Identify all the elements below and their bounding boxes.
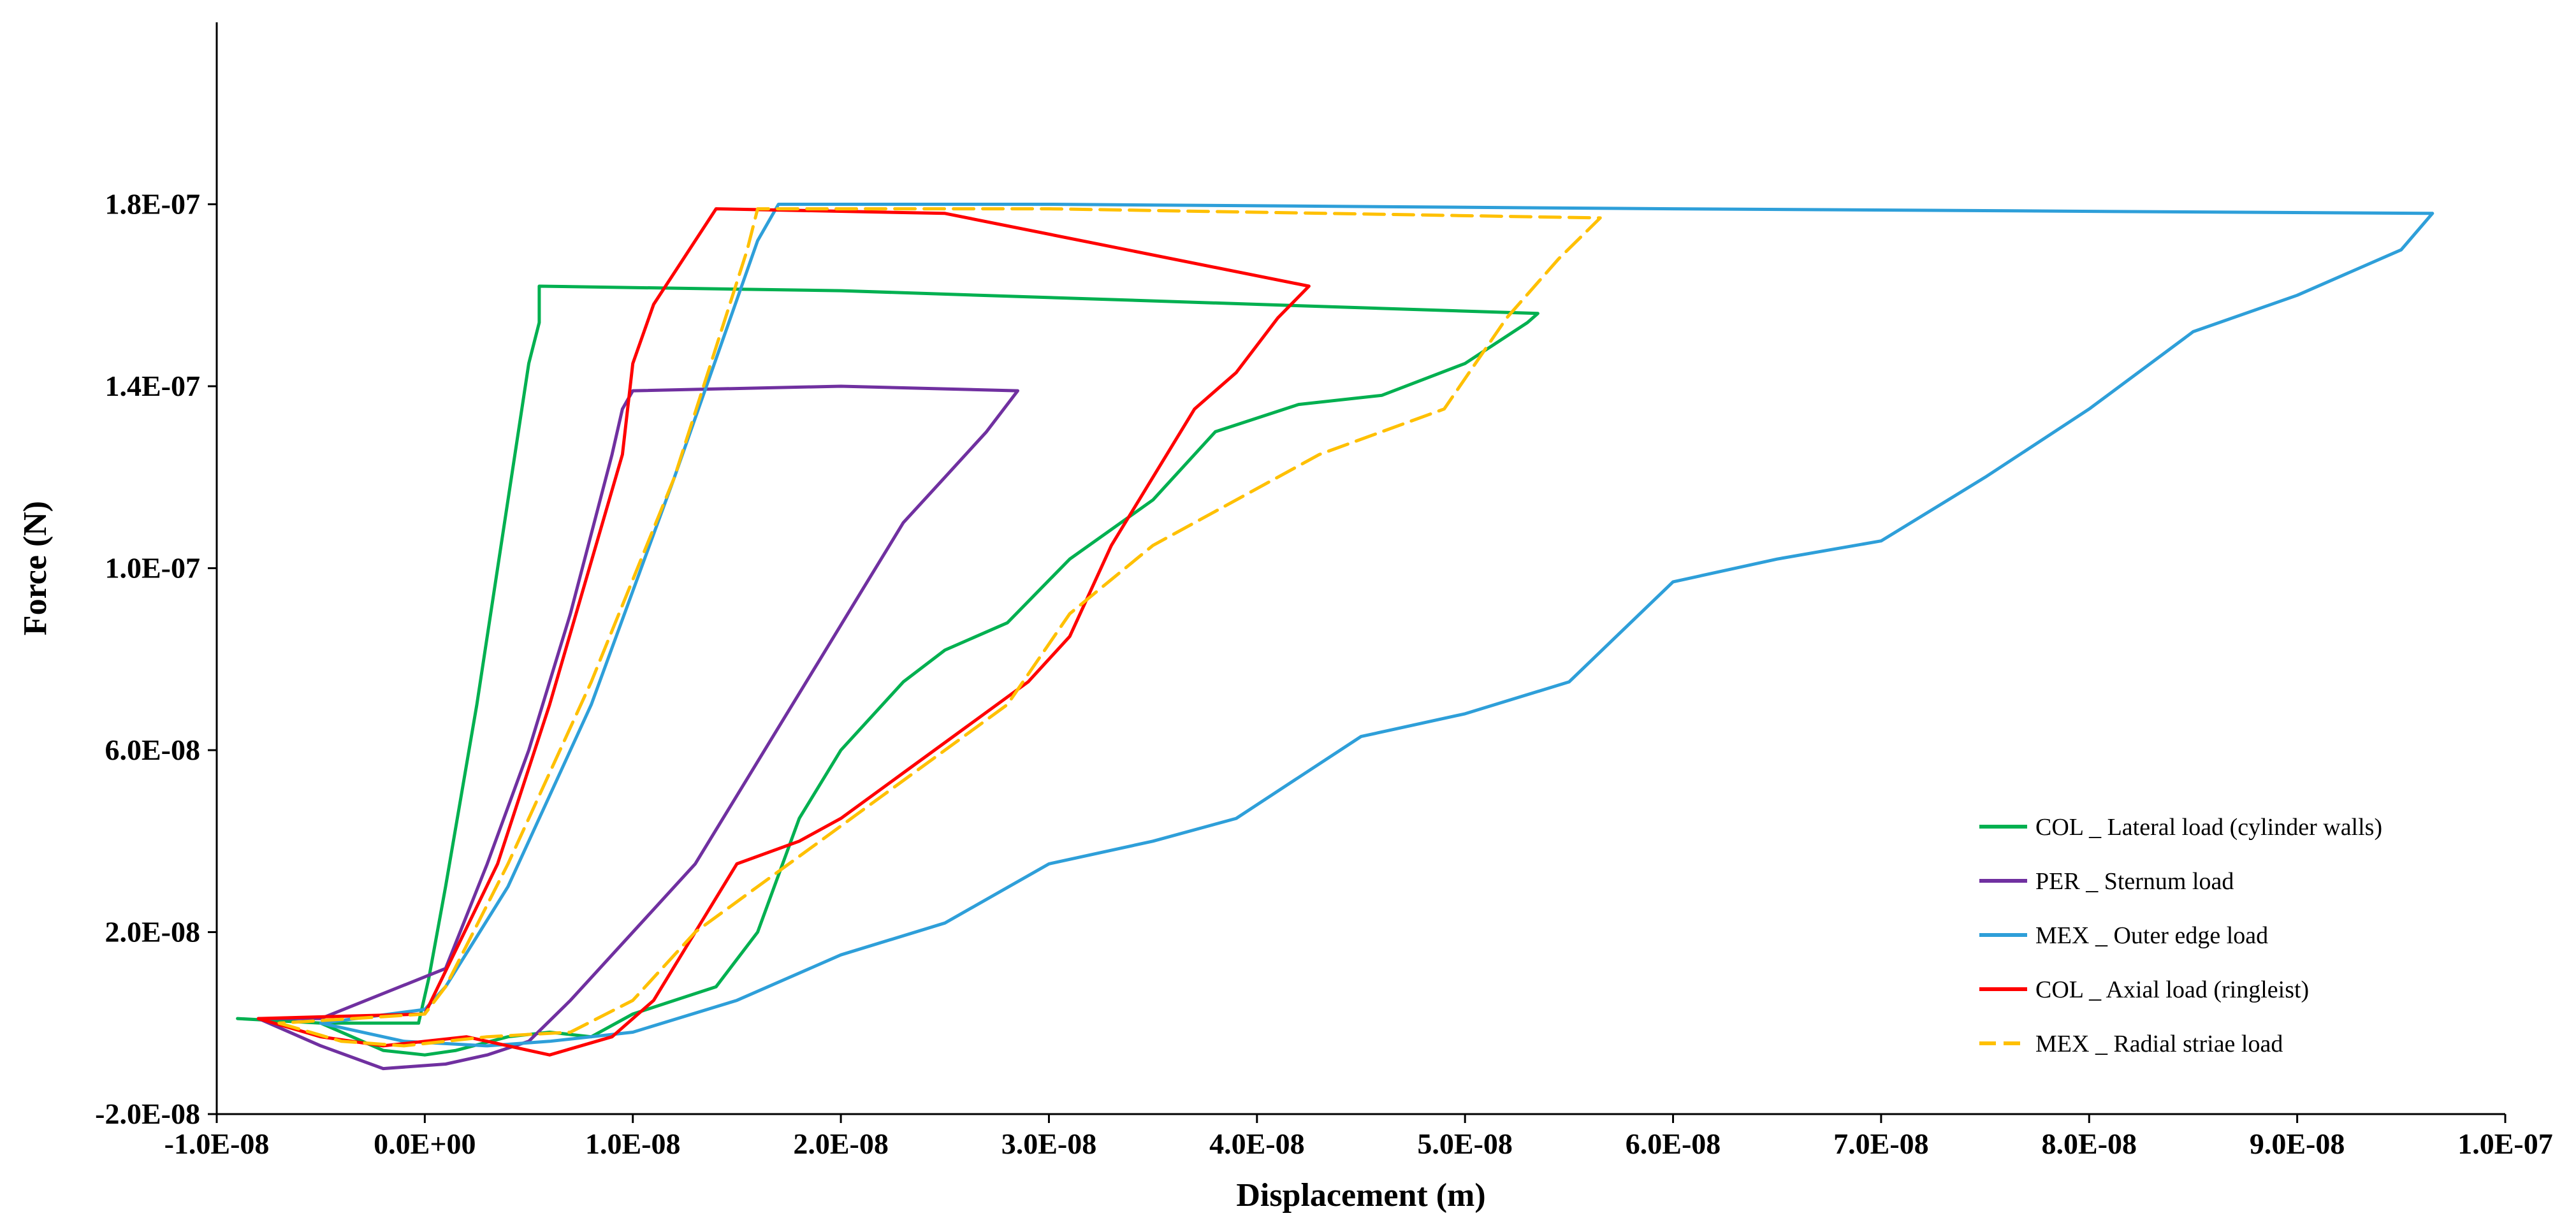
legend: COL _ Lateral load (cylinder walls) PER _… xyxy=(1979,814,2382,1057)
series-line-4 xyxy=(256,207,1311,1057)
y-tick-label: 1.4E-07 xyxy=(105,370,201,402)
x-tick-label: 1.0E-07 xyxy=(2457,1127,2553,1160)
legend-label: COL _ Axial load (ringleist) xyxy=(2035,976,2309,1003)
x-tick-label: 1.0E-08 xyxy=(585,1127,681,1160)
y-tick-label: -2.0E-08 xyxy=(95,1098,200,1130)
y-axis-ticks: -2.0E-08 2.0E-08 6.0E-08 1.0E-07 1.4E-07 1.8E… xyxy=(95,188,217,1130)
series-lines xyxy=(236,203,2434,1071)
legend-item: COL _ Lateral load (cylinder walls) xyxy=(1979,814,2382,841)
x-tick-label: -1.0E-08 xyxy=(164,1127,270,1160)
y-tick-label: 1.0E-07 xyxy=(105,552,201,584)
x-tick-label: 5.0E-08 xyxy=(1417,1127,1513,1160)
x-axis-ticks: -1.0E-08 0.0E+00 1.0E-08 2.0E-08 3.0E-08 4.0E… xyxy=(164,1114,2553,1160)
legend-item: MEX _ Radial striae load xyxy=(1979,1031,2283,1057)
legend-label: COL _ Lateral load (cylinder walls) xyxy=(2035,814,2382,841)
x-tick-label: 0.0E+00 xyxy=(374,1127,476,1160)
y-tick-label: 1.8E-07 xyxy=(105,188,201,221)
series-line-2 xyxy=(256,384,1019,1071)
legend-label: MEX _ Outer edge load xyxy=(2035,922,2268,949)
legend-label: PER _ Sternum load xyxy=(2035,868,2234,895)
x-tick-label: 3.0E-08 xyxy=(1001,1127,1097,1160)
plot-area: -1.0E-08 0.0E+00 1.0E-08 2.0E-08 3.0E-08 4.0E… xyxy=(95,22,2553,1160)
x-tick-label: 9.0E-08 xyxy=(2250,1127,2345,1160)
legend-item: PER _ Sternum load xyxy=(1979,868,2234,895)
series-line-3 xyxy=(319,203,2434,1048)
y-tick-label: 6.0E-08 xyxy=(105,734,201,766)
series-line-5 xyxy=(277,207,1602,1048)
y-tick-label: 2.0E-08 xyxy=(105,916,201,948)
legend-item: MEX _ Outer edge load xyxy=(1979,922,2268,949)
x-tick-label: 4.0E-08 xyxy=(1209,1127,1305,1160)
y-axis-title: Force (N) xyxy=(17,501,54,635)
x-tick-label: 6.0E-08 xyxy=(1626,1127,1721,1160)
legend-label: MEX _ Radial striae load xyxy=(2035,1031,2283,1057)
x-tick-label: 8.0E-08 xyxy=(2042,1127,2137,1160)
x-tick-label: 2.0E-08 xyxy=(793,1127,889,1160)
legend-item: COL _ Axial load (ringleist) xyxy=(1979,976,2309,1003)
x-axis-title: Displacement (m) xyxy=(1236,1177,1485,1214)
x-tick-label: 7.0E-08 xyxy=(1833,1127,1929,1160)
